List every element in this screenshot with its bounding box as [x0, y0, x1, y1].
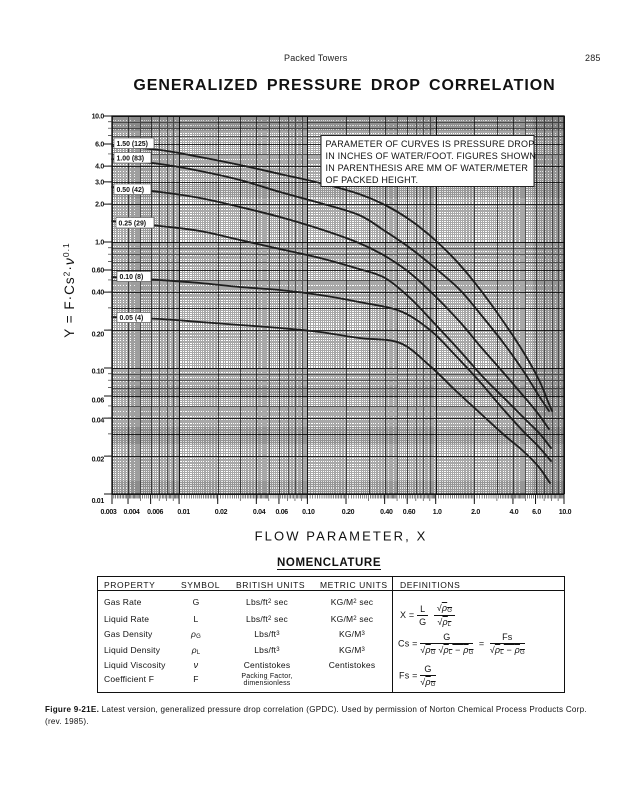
- svg-text:FLOW PARAMETER, X: FLOW PARAMETER, X: [255, 529, 428, 544]
- svg-text:0.10 (8): 0.10 (8): [120, 274, 144, 281]
- svg-text:0.004: 0.004: [123, 509, 139, 516]
- svg-text:10.0: 10.0: [92, 114, 105, 121]
- svg-text:0.40: 0.40: [380, 509, 393, 516]
- svg-text:0.20: 0.20: [342, 509, 355, 516]
- svg-text:PARAMETER OF CURVES IS PRESSUR: PARAMETER OF CURVES IS PRESSURE DROP: [326, 139, 535, 149]
- svg-text:1.0: 1.0: [95, 240, 104, 247]
- svg-text:3.0: 3.0: [95, 180, 104, 187]
- svg-text:0.006: 0.006: [147, 509, 163, 516]
- svg-text:IN PARENTHESIS ARE MM OF WATER: IN PARENTHESIS ARE MM OF WATER/METER: [326, 163, 529, 173]
- svg-text:2.0: 2.0: [95, 202, 104, 209]
- svg-text:IN INCHES OF WATER/FOOT. FIGUR: IN INCHES OF WATER/FOOT. FIGURES SHOWN: [326, 151, 537, 161]
- svg-text:0.04: 0.04: [253, 509, 266, 516]
- svg-text:0.25 (29): 0.25 (29): [119, 220, 147, 227]
- svg-text:0.10: 0.10: [302, 509, 315, 516]
- svg-text:0.20: 0.20: [92, 332, 105, 339]
- svg-text:0.06: 0.06: [92, 398, 105, 405]
- svg-text:2.0: 2.0: [471, 509, 480, 516]
- svg-text:10.0: 10.0: [559, 509, 572, 516]
- svg-text:Y = F·Cs2·ν0.1: Y = F·Cs2·ν0.1: [61, 242, 77, 337]
- svg-text:0.50 (42): 0.50 (42): [117, 187, 145, 194]
- svg-text:4.0: 4.0: [95, 164, 104, 171]
- svg-text:0.04: 0.04: [92, 418, 105, 425]
- svg-text:0.10: 0.10: [92, 369, 105, 376]
- svg-text:0.06: 0.06: [275, 509, 288, 516]
- svg-text:0.01: 0.01: [92, 498, 105, 505]
- svg-text:0.02: 0.02: [215, 509, 228, 516]
- svg-text:0.60: 0.60: [92, 268, 105, 275]
- svg-text:0.05 (4): 0.05 (4): [120, 315, 144, 322]
- svg-text:4.0: 4.0: [509, 509, 518, 516]
- svg-text:0.02: 0.02: [92, 457, 105, 464]
- svg-text:1.50 (125): 1.50 (125): [117, 141, 148, 148]
- svg-text:6.0: 6.0: [532, 509, 541, 516]
- svg-text:6.0: 6.0: [95, 142, 104, 149]
- svg-text:OF PACKED HEIGHT.: OF PACKED HEIGHT.: [326, 175, 419, 185]
- svg-text:0.01: 0.01: [177, 509, 190, 516]
- svg-text:0.40: 0.40: [92, 290, 105, 297]
- svg-text:1.00 (83): 1.00 (83): [117, 155, 145, 162]
- svg-text:0.003: 0.003: [100, 509, 116, 516]
- svg-text:1.0: 1.0: [433, 509, 442, 516]
- svg-text:0.60: 0.60: [403, 509, 416, 516]
